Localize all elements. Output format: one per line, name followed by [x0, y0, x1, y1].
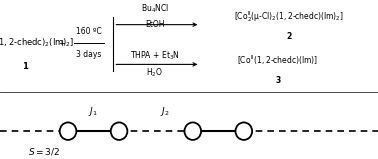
Text: THPA + Et$_3$N: THPA + Et$_3$N [130, 50, 180, 62]
Ellipse shape [235, 122, 252, 140]
Text: $+$: $+$ [57, 38, 66, 48]
Text: $[\mathrm{Co^{II}(1,2\text{-}chedc)(Im)}]$: $[\mathrm{Co^{II}(1,2\text{-}chedc)(Im)}… [237, 54, 318, 67]
Text: H$_2$O: H$_2$O [147, 66, 163, 79]
Text: $J_1$: $J_1$ [88, 105, 98, 118]
Ellipse shape [111, 122, 127, 140]
Text: Bu$_4$NCl: Bu$_4$NCl [141, 3, 169, 15]
Text: 3 days: 3 days [76, 50, 102, 59]
Ellipse shape [60, 122, 76, 140]
Text: $[\mathrm{Co_2^{II}(1,2\text{-}chedc)_2(Im)_2}]$: $[\mathrm{Co_2^{II}(1,2\text{-}chedc)_2(… [0, 35, 74, 50]
Text: $[\mathrm{Co_2^{II}(\mu\text{-}Cl)_2(1,2\text{-}chedc)(Im)_2}]$: $[\mathrm{Co_2^{II}(\mu\text{-}Cl)_2(1,2… [234, 9, 344, 24]
Text: 160 ºC: 160 ºC [76, 27, 102, 36]
Text: $\mathbf{2}$: $\mathbf{2}$ [286, 30, 293, 41]
Text: $J_2$: $J_2$ [160, 105, 169, 118]
Text: $S = 3/2$: $S = 3/2$ [28, 145, 59, 157]
Text: EtOH: EtOH [145, 20, 165, 29]
Ellipse shape [184, 122, 201, 140]
Text: $\mathbf{1}$: $\mathbf{1}$ [22, 60, 29, 72]
Text: $\mathbf{3}$: $\mathbf{3}$ [274, 74, 281, 85]
